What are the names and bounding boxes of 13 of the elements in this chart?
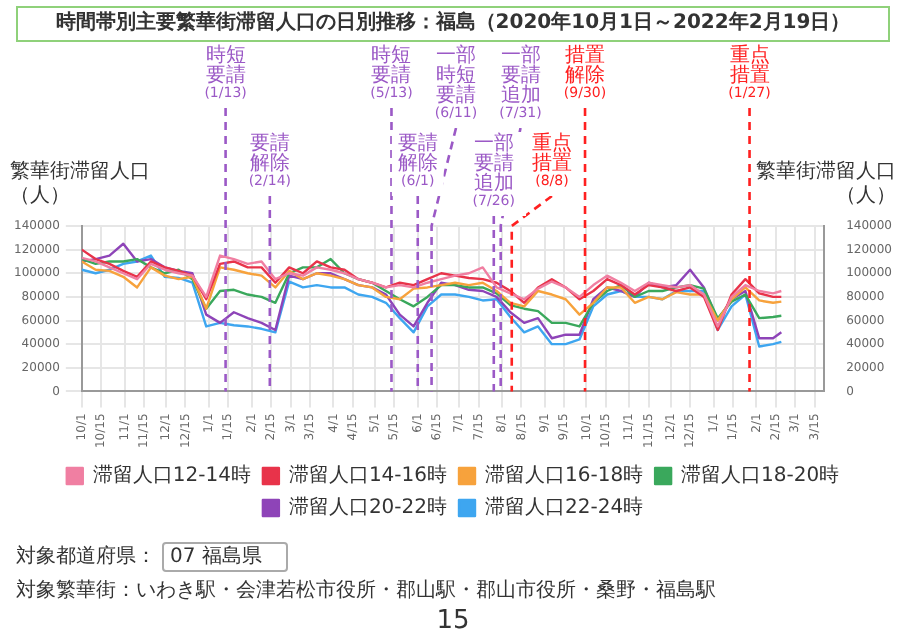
y-axis-title: 繁華街滞留人口（人） [10, 159, 150, 208]
legend-label: 滞留人口22-24時 [485, 495, 644, 520]
text: 15 [434, 606, 472, 636]
legend-label: 滞留人口12-14時 [92, 463, 251, 488]
text: 07 福島県 [162, 542, 288, 572]
y2-axis-title: 繁華街滞留人口（人） [756, 159, 896, 208]
legend-label: 滞留人口20-22時 [288, 495, 448, 520]
legend-label: 滞留人口18-20時 [681, 463, 840, 488]
chart-title: 時間帯別主要繁華街滞留人口の日別推移：福島（2020年10月1日～2022年2月19日） [16, 6, 890, 42]
text: 対象都道府県： [16, 544, 156, 570]
legend-label: 滞留人口16-18時 [485, 463, 644, 488]
text: 対象繁華街：いわき駅・会津若松市役所・郡山駅・郡山市役所・桑野・福島駅 [16, 578, 716, 604]
legend-label: 滞留人口14-16時 [288, 463, 448, 488]
